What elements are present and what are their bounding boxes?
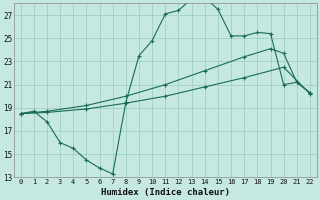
X-axis label: Humidex (Indice chaleur): Humidex (Indice chaleur) (101, 188, 230, 197)
